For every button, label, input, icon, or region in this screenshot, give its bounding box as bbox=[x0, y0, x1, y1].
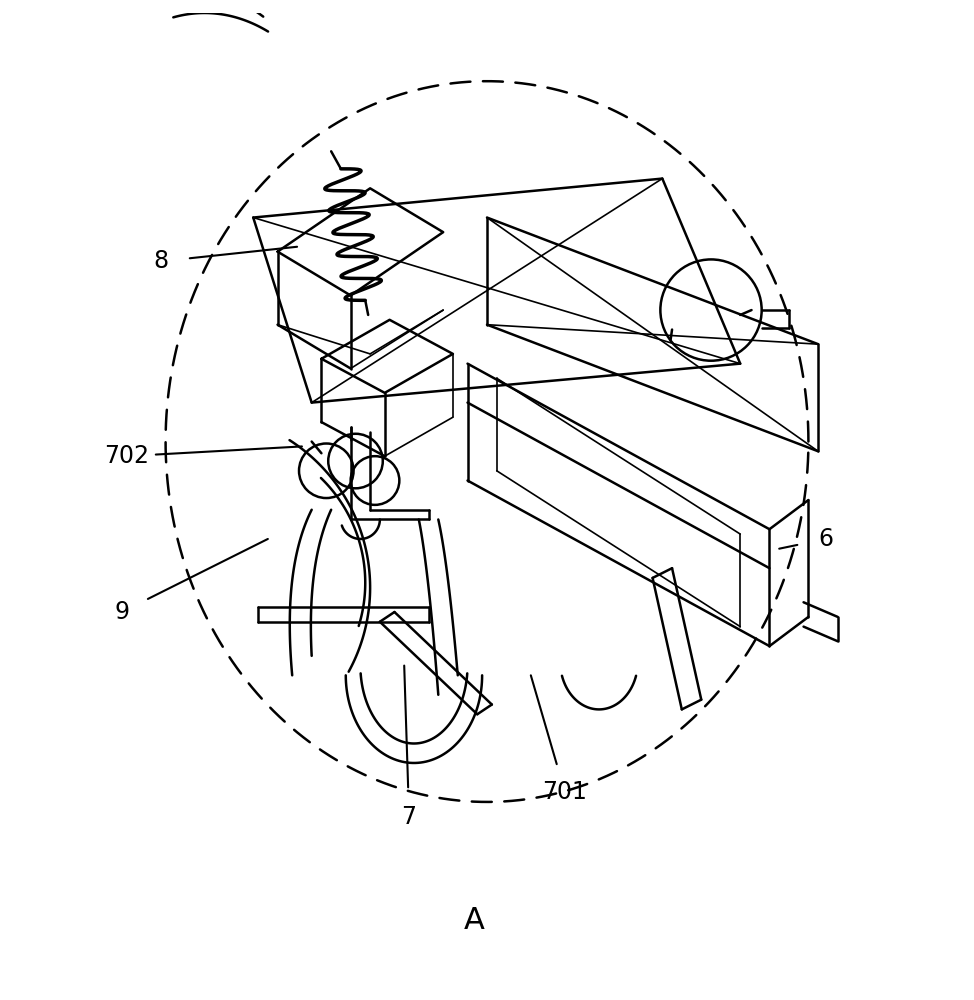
Text: 8: 8 bbox=[153, 249, 169, 273]
Text: 9: 9 bbox=[114, 600, 130, 624]
Text: 6: 6 bbox=[818, 527, 834, 551]
Text: 7: 7 bbox=[401, 805, 417, 829]
Text: A: A bbox=[464, 906, 485, 935]
Text: 701: 701 bbox=[543, 780, 587, 804]
Text: 702: 702 bbox=[104, 444, 149, 468]
